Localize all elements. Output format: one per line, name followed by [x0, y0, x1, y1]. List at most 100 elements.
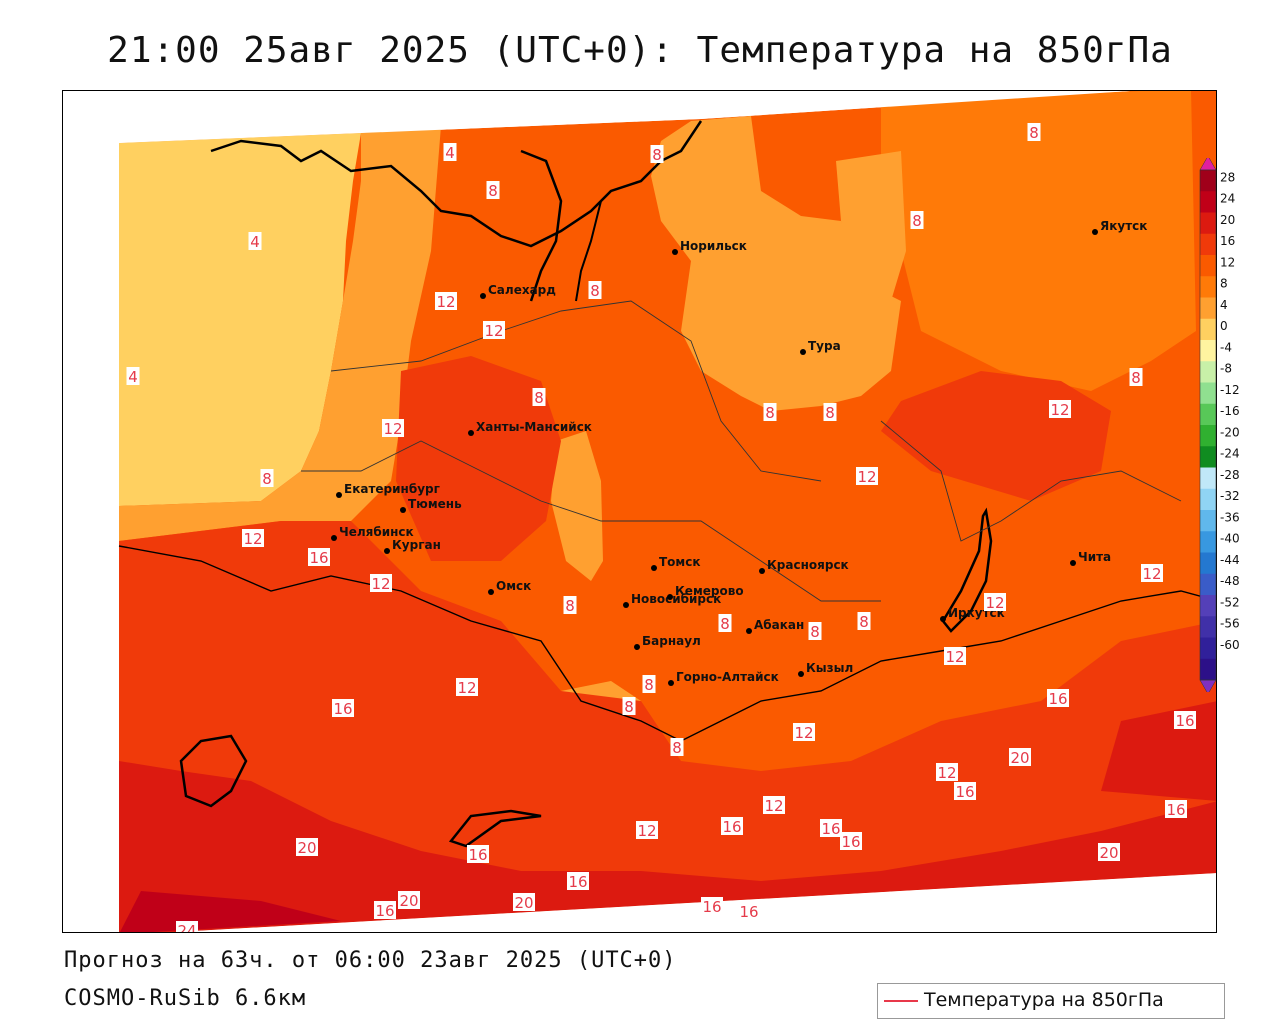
contour-label-text: 16	[468, 846, 487, 864]
contour-label-text: 8	[672, 739, 682, 757]
contour-label-text: 4	[445, 144, 455, 162]
city-label: Абакан	[754, 618, 804, 632]
contour-label-53: 16	[738, 902, 760, 921]
contour-label-text: 24	[177, 922, 196, 933]
city-dot	[667, 594, 673, 600]
contour-label-box	[857, 612, 871, 630]
legend-line-swatch	[884, 1000, 918, 1002]
city-dot	[651, 565, 657, 571]
contour-label-box	[840, 832, 862, 850]
contour-label-box	[1047, 689, 1069, 707]
contour-label-42: 16	[721, 817, 743, 836]
city-4: Ханты-Мансийск	[468, 420, 592, 436]
contour-label-7: 12	[435, 292, 457, 311]
contour-label-box	[984, 593, 1006, 611]
contour-label-text: 16	[568, 873, 587, 891]
contour-label-text: 12	[1050, 401, 1069, 419]
colorbar-cell	[1200, 510, 1216, 532]
field-16-20-south	[119, 521, 1216, 932]
city-8: Курган	[384, 538, 441, 554]
city-label: Тура	[808, 339, 841, 353]
contour-label-31: 8	[670, 738, 684, 757]
contour-label-text: 8	[652, 146, 662, 164]
contour-label-box	[370, 574, 392, 592]
contour-label-text: 12	[484, 322, 503, 340]
arctic-coastline	[210, 120, 703, 248]
colorbar-cell	[1200, 361, 1216, 383]
city-dot	[336, 492, 342, 498]
contour-label-text: 12	[637, 822, 656, 840]
contour-label-box	[1174, 711, 1196, 729]
contour-label-11: 8	[763, 403, 777, 422]
contour-label-box	[642, 675, 656, 693]
contour-label-box	[382, 419, 404, 437]
contour-label-text: 8	[1029, 124, 1039, 142]
contour-label-text: 8	[590, 282, 600, 300]
colorbar-tick-label: -28	[1220, 468, 1240, 482]
contour-label-box	[260, 469, 274, 487]
city-label: Чита	[1078, 550, 1111, 564]
city-17: Кызыл	[798, 661, 853, 677]
colorbar-cell	[1200, 170, 1216, 192]
city-2: Якутск	[1092, 219, 1147, 235]
contour-label-box	[944, 647, 966, 665]
contour-label-text: 8	[810, 623, 820, 641]
ob-gulf-coast	[520, 149, 563, 302]
legend-box: Температура на 850гПа	[877, 983, 1225, 1019]
model-caption: COSMO-RuSib 6.6км	[64, 986, 307, 1011]
contour-label-text: 8	[825, 404, 835, 422]
contour-label-33: 16	[1047, 689, 1069, 708]
colorbar-top-arrow	[1199, 158, 1217, 171]
colorbar-cell	[1200, 255, 1216, 277]
contour-label-box	[808, 622, 822, 640]
city-11: Томск	[651, 555, 701, 571]
contour-label-box	[1141, 564, 1163, 582]
contour-label-41: 12	[636, 821, 658, 840]
contour-label-44: 16	[840, 832, 862, 851]
colorbar-tick-label: -36	[1220, 510, 1240, 524]
contour-label-box	[1027, 123, 1041, 141]
colorbar-tick-label: 16	[1220, 234, 1235, 248]
contour-label-23: 8	[808, 622, 822, 641]
contour-label-text: 8	[859, 613, 869, 631]
contour-label-box	[435, 292, 457, 310]
contour-label-box	[910, 211, 924, 229]
contour-label-text: 16	[333, 700, 352, 718]
contour-label-text: 20	[514, 894, 533, 912]
city-label: Новосибирск	[631, 592, 721, 606]
colorbar-cells	[1199, 158, 1217, 692]
colorbar-tick-label: -16	[1220, 404, 1240, 418]
contour-label-text: 12	[794, 724, 813, 742]
contour-label-6: 8	[588, 281, 602, 300]
legend-label: Температура на 850гПа	[924, 989, 1164, 1011]
contour-label-34: 16	[1174, 711, 1196, 730]
colorbar-cell	[1200, 425, 1216, 447]
city-16: Горно-Алтайск	[668, 670, 779, 686]
contour-label-text: 12	[436, 293, 455, 311]
city-label: Омск	[496, 579, 531, 593]
city-10: Новосибирск	[623, 592, 721, 608]
contour-label-text: 16	[739, 903, 758, 921]
contour-label-text: 8	[565, 597, 575, 615]
contour-label-35: 12	[793, 723, 815, 742]
field-16-20-center	[396, 356, 561, 561]
contour-label-52: 16	[701, 897, 723, 916]
contour-label-text: 12	[857, 468, 876, 486]
colorbar-cell	[1200, 637, 1216, 660]
colorbar-cell	[1200, 233, 1216, 256]
city-dot	[634, 644, 640, 650]
contour-label-box	[296, 838, 318, 856]
field-yakutia-edge	[836, 151, 906, 301]
contour-label-40: 16	[1165, 800, 1187, 819]
field-8-12-north	[651, 116, 901, 411]
contour-label-box	[936, 763, 958, 781]
colorbar-tick-label: 12	[1220, 255, 1235, 269]
colorbar-ticks: 28 24 20 16 12 8 4 0 -4 -8 -12 -16 -20 -24 -28 -32 -36 -4…	[1220, 170, 1240, 652]
contour-label-17: 12	[856, 467, 878, 486]
field-yakutia	[881, 91, 1196, 391]
contour-label-28: 12	[456, 678, 478, 697]
colorbar-tick-label: -60	[1220, 638, 1240, 652]
city-13: Красноярск	[759, 558, 849, 574]
city-9: Омск	[488, 579, 531, 595]
